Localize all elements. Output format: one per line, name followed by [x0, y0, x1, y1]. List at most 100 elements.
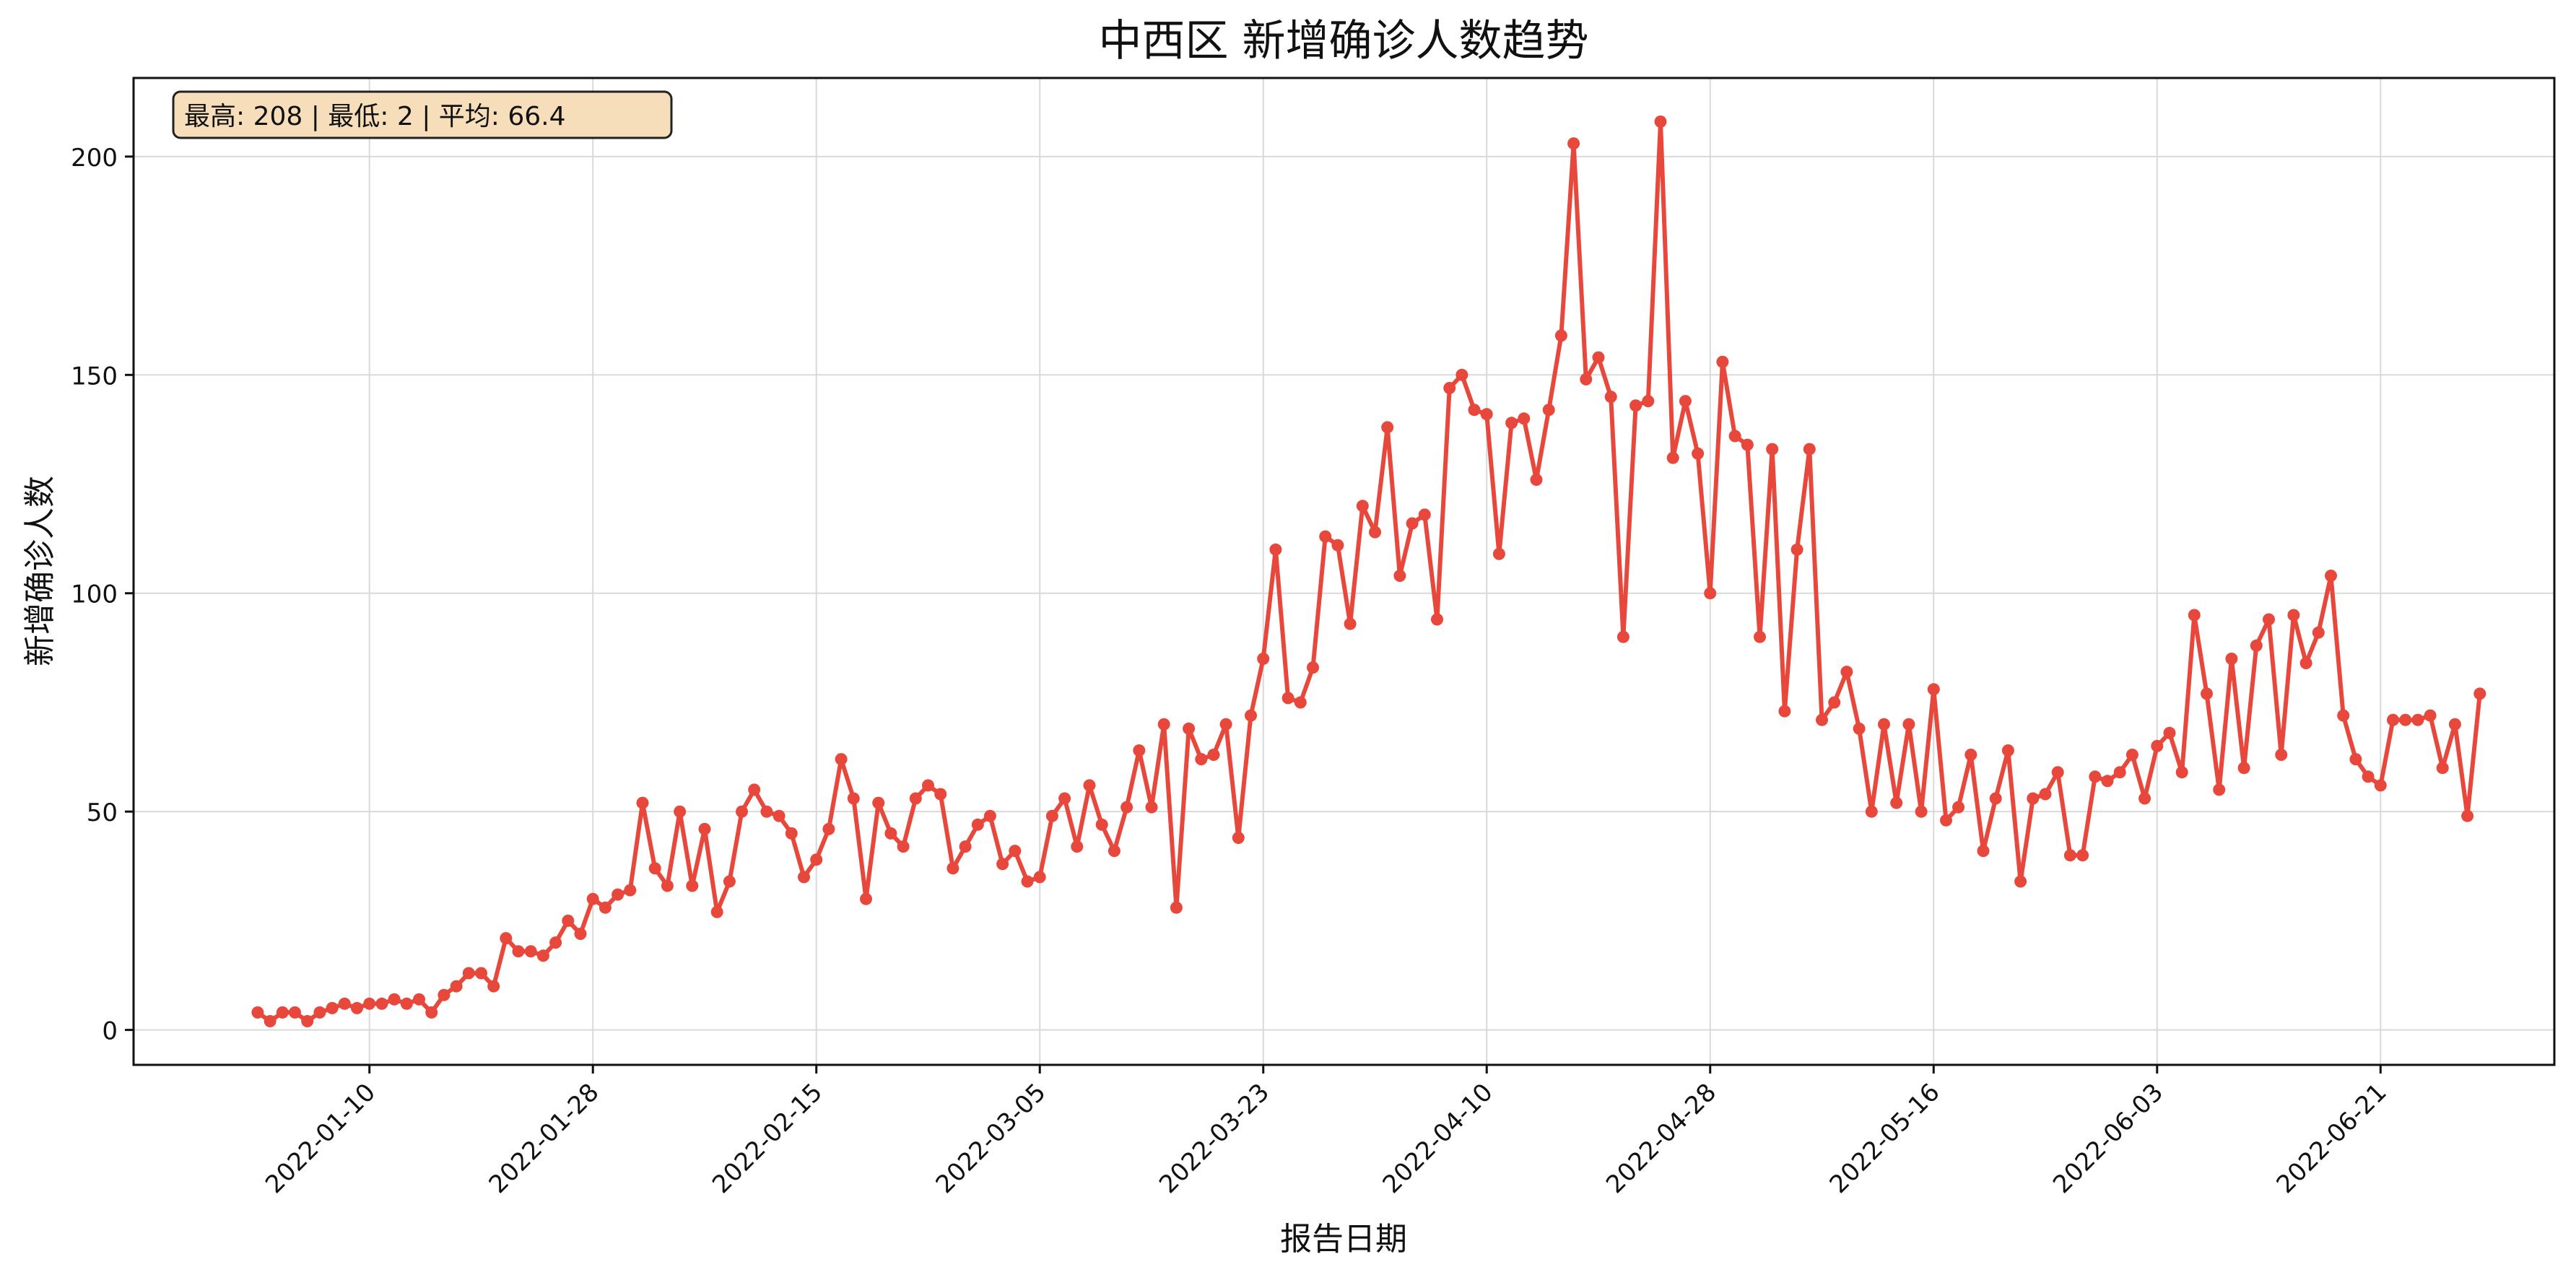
data-point — [2349, 753, 2362, 766]
x-axis-label: 报告日期 — [1280, 1221, 1407, 1258]
data-point — [760, 805, 773, 818]
data-point — [2001, 744, 2014, 757]
data-point — [1828, 696, 1841, 709]
data-point — [2089, 770, 2102, 783]
data-point — [2039, 788, 2052, 801]
data-point — [549, 936, 562, 949]
data-point — [1319, 530, 1332, 543]
data-point — [624, 884, 637, 897]
data-point — [1927, 683, 1940, 696]
y-tick-label: 0 — [102, 1017, 118, 1046]
data-point — [1840, 666, 1853, 679]
data-point — [1121, 801, 1133, 814]
data-point — [313, 1006, 326, 1019]
data-point — [599, 901, 612, 914]
data-point — [1766, 443, 1779, 456]
data-point — [562, 914, 575, 927]
data-point — [2125, 749, 2138, 761]
data-point — [264, 1015, 277, 1027]
data-point — [1629, 399, 1642, 412]
y-axis-label: 新增确诊人数 — [22, 476, 58, 666]
data-point — [1021, 875, 1034, 888]
data-point — [835, 753, 848, 766]
data-point — [1964, 749, 1977, 761]
data-point — [947, 862, 960, 875]
data-point — [574, 928, 587, 940]
data-point — [2063, 849, 2076, 862]
data-point — [2163, 726, 2176, 739]
data-point — [2362, 770, 2375, 783]
data-point — [1282, 692, 1294, 705]
data-point — [2051, 766, 2064, 779]
data-point — [2436, 762, 2449, 775]
data-point — [2337, 709, 2350, 722]
data-point — [1468, 404, 1481, 417]
data-point — [1778, 705, 1791, 718]
data-point — [289, 1006, 301, 1019]
data-point — [959, 840, 972, 853]
data-point — [773, 809, 786, 822]
data-point — [1071, 840, 1084, 853]
data-point — [2113, 766, 2126, 779]
data-point — [375, 997, 388, 1010]
y-tick-label: 50 — [87, 798, 118, 827]
data-point — [1915, 805, 1928, 818]
data-point — [1940, 814, 1952, 827]
data-point — [934, 788, 947, 801]
data-point — [2424, 709, 2437, 722]
data-point — [1133, 744, 1146, 757]
data-point — [1977, 845, 1990, 858]
data-point — [1679, 395, 1692, 408]
data-point — [860, 892, 872, 905]
data-point — [872, 796, 885, 809]
data-point — [1878, 718, 1890, 731]
data-point — [674, 805, 687, 818]
data-point — [1145, 801, 1158, 814]
data-point — [251, 1006, 264, 1019]
data-point — [1307, 661, 1319, 674]
data-point — [487, 980, 500, 993]
data-point — [1580, 373, 1593, 386]
data-point — [1554, 329, 1567, 342]
data-point — [1604, 391, 1617, 404]
data-point — [351, 1001, 363, 1014]
data-point — [338, 997, 351, 1010]
data-point — [884, 827, 897, 840]
data-point — [1592, 351, 1605, 364]
data-point — [1108, 845, 1121, 858]
y-tick-label: 200 — [71, 144, 118, 173]
data-point — [1232, 832, 1245, 844]
data-point — [1033, 871, 1046, 884]
data-point — [2399, 713, 2412, 726]
data-point — [1219, 718, 1232, 731]
series-layer — [251, 116, 2486, 1027]
data-point — [413, 993, 425, 1006]
data-point — [1530, 474, 1543, 486]
data-point — [922, 779, 934, 792]
data-point — [1728, 430, 1741, 443]
data-point — [1567, 137, 1580, 150]
data-point — [2250, 639, 2263, 652]
data-point — [2374, 779, 2387, 792]
data-point — [1642, 395, 1655, 408]
data-point — [1183, 722, 1196, 735]
data-point — [897, 840, 910, 853]
data-point — [301, 1015, 314, 1027]
data-point — [2299, 657, 2312, 669]
data-point — [847, 792, 860, 805]
data-point — [1356, 500, 1369, 513]
data-point — [798, 871, 810, 884]
data-point — [400, 997, 413, 1010]
data-point — [1269, 543, 1282, 556]
data-point — [1542, 404, 1555, 417]
data-point — [2237, 762, 2250, 775]
data-point — [2175, 766, 2188, 779]
data-point — [1443, 382, 1456, 394]
data-point — [648, 862, 661, 875]
data-point — [462, 967, 475, 980]
data-point — [363, 997, 376, 1010]
data-point — [1257, 653, 1270, 665]
data-point — [1045, 809, 1058, 822]
data-point — [1245, 709, 1257, 722]
